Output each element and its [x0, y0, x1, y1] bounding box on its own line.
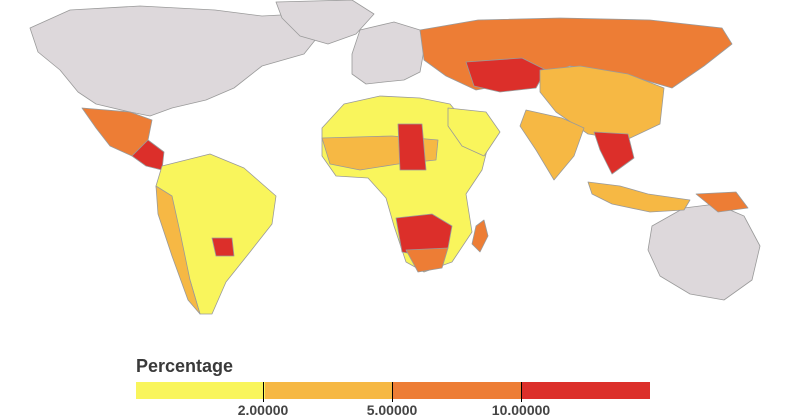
region-madagascar	[471, 219, 489, 253]
legend-tick-label-3: 10.00000	[491, 402, 551, 418]
region-peru-chile	[155, 185, 201, 315]
region-australia	[647, 203, 761, 301]
legend-tick-label-2: 5.00000	[366, 402, 418, 418]
region-indonesia	[587, 181, 691, 213]
region-southeast-asia	[593, 131, 635, 175]
region-arabia	[447, 107, 501, 157]
region-paraguay	[211, 237, 235, 257]
region-south-africa	[405, 247, 449, 273]
region-chad	[397, 123, 427, 171]
legend-tick-3	[521, 382, 522, 402]
region-kazakhstan	[465, 57, 547, 93]
legend-tick-2	[392, 382, 393, 402]
legend-bin-2	[264, 382, 393, 399]
region-new-guinea	[695, 191, 749, 213]
region-india	[519, 109, 585, 181]
color-scale-legend	[136, 382, 650, 399]
legend-tick-label-1: 2.00000	[237, 402, 289, 418]
world-choropleth-map	[29, 0, 761, 315]
legend-bin-1	[136, 382, 265, 399]
region-central-america	[131, 139, 165, 171]
legend-tick-1	[263, 382, 264, 402]
region-europe	[351, 21, 425, 85]
region-greenland	[275, 0, 375, 45]
legend-title: Percentage	[136, 356, 234, 376]
legend-bin-3	[393, 382, 522, 399]
region-north-america	[29, 5, 321, 117]
legend-bin-4	[521, 382, 650, 399]
region-china	[539, 65, 665, 141]
